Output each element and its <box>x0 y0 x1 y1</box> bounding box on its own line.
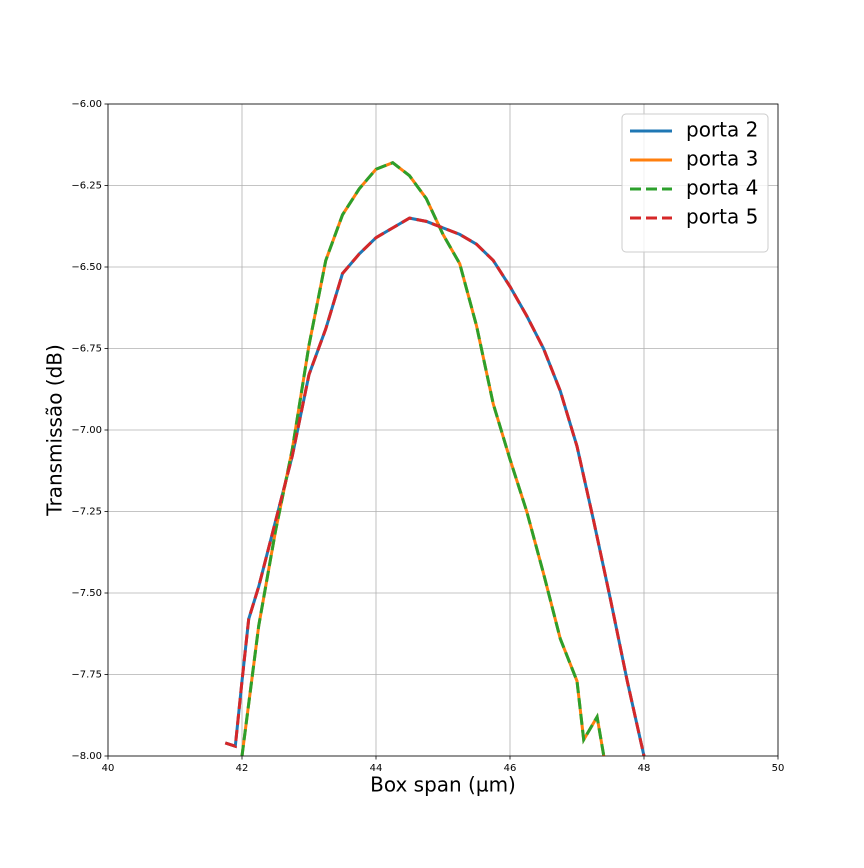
y-tick-label: −7.25 <box>71 507 102 518</box>
y-axis-label: Transmissão (dB) <box>43 344 67 517</box>
series-line <box>240 160 606 756</box>
series-line <box>224 216 646 756</box>
y-tick-label: −6.00 <box>71 99 102 110</box>
x-axis-label: Box span (µm) <box>370 773 516 797</box>
y-tick-label: −7.00 <box>71 425 102 436</box>
y-tick-label: −6.50 <box>71 262 102 273</box>
legend-label: porta 2 <box>686 118 758 142</box>
legend-label: porta 4 <box>686 176 758 200</box>
x-tick-label: 44 <box>370 763 383 774</box>
x-tick-label: 50 <box>772 763 785 774</box>
x-tick-label: 40 <box>102 763 115 774</box>
legend-box <box>621 113 769 253</box>
legend-label: porta 3 <box>686 147 758 171</box>
plot-frame <box>107 103 779 757</box>
x-tick-label: 46 <box>504 763 517 774</box>
series-line <box>224 216 646 756</box>
x-tick-label: 48 <box>638 763 651 774</box>
legend-label: porta 5 <box>686 205 758 229</box>
y-tick-label: −6.75 <box>71 344 102 355</box>
series-line <box>240 160 606 756</box>
x-tick-label: 42 <box>236 763 249 774</box>
y-tick-label: −6.25 <box>71 181 102 192</box>
y-tick-label: −8.00 <box>71 751 102 762</box>
y-tick-label: −7.75 <box>71 670 102 681</box>
y-tick-label: −7.50 <box>71 588 102 599</box>
